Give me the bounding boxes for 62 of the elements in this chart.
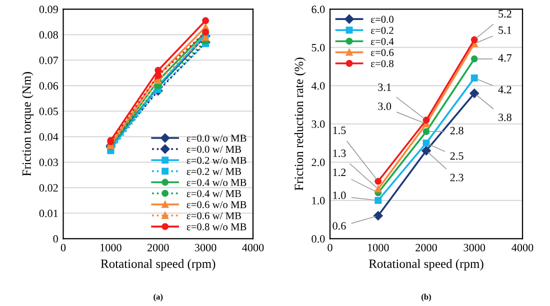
legend-label: ε=0.2 xyxy=(371,26,394,34)
y-tick-label: 4.0 xyxy=(311,82,325,90)
y-axis-title: Friction reduction rate (%) xyxy=(294,58,306,190)
legend-label: ε=0.4 xyxy=(371,38,394,46)
y-axis-title: Friction torque (Nm) xyxy=(22,72,34,176)
x-tick-label: 4000 xyxy=(512,244,534,252)
x-tick-label: 0 xyxy=(328,244,332,252)
data-label: 1.3 xyxy=(333,150,346,158)
legend-label: ε=0.8 xyxy=(371,60,394,68)
text: (b) xyxy=(422,294,431,302)
legend-label: ε=0.6 xyxy=(371,49,394,56)
x-tick-label: 2000 xyxy=(416,244,437,252)
data-label: 5.2 xyxy=(498,10,512,18)
x-tick-label: 1000 xyxy=(368,244,389,252)
data-label: 2.8 xyxy=(450,126,464,134)
legend-label: ε=0.0 w/ MB xyxy=(186,146,242,153)
legend-label: ε=0.0 w/o MB xyxy=(186,134,246,142)
y-tick-label: 0.08 xyxy=(39,31,58,39)
y-tick-label: 0 xyxy=(53,235,58,243)
data-label: 3.8 xyxy=(498,114,512,122)
legend-label: ε=0.2 w/ MB xyxy=(186,168,242,175)
data-label: 3.1 xyxy=(378,83,391,91)
y-tick-label: 0.01 xyxy=(39,210,58,218)
x-axis-title: Rotational speed (rpm) xyxy=(100,259,216,271)
y-tick-label: 0.07 xyxy=(39,56,58,64)
x-tick-label: 3000 xyxy=(194,244,216,252)
x-tick-label: 1000 xyxy=(100,244,122,252)
data-label: 1.5 xyxy=(333,126,346,134)
data-label: 4.7 xyxy=(498,54,512,62)
y-tick-label: 3.0 xyxy=(312,120,325,128)
y-tick-label: 0.09 xyxy=(39,6,58,14)
data-label: 3.0 xyxy=(378,102,392,110)
y-tick-label: 0.0 xyxy=(312,235,325,243)
legend-label: ε=0.6 w/ MB xyxy=(186,212,242,220)
x-axis-title: Rotational speed (rpm) xyxy=(368,259,484,271)
y-tick-label: 0.02 xyxy=(39,184,58,192)
legend-label: ε=0.4 w/ MB xyxy=(186,190,242,198)
legend-label: ε=0.6 w/o MB xyxy=(186,201,246,208)
y-tick-label: 5.0 xyxy=(312,44,325,52)
text: (a) xyxy=(154,294,163,302)
legend-label: ε=0.0 xyxy=(371,16,394,23)
data-label: 2.3 xyxy=(450,174,464,182)
data-label: 1.2 xyxy=(333,168,346,176)
y-tick-label: 0.03 xyxy=(39,158,58,166)
y-tick-label: 1.0 xyxy=(312,196,325,204)
data-label: 5.1 xyxy=(498,26,512,34)
data-label: 2.5 xyxy=(450,152,464,160)
x-tick-label: 2000 xyxy=(148,244,169,252)
x-tick-label: 0 xyxy=(60,244,66,252)
y-tick-label: 0.04 xyxy=(39,133,58,141)
y-tick-label: 0.06 xyxy=(39,82,58,90)
x-tick-label: 4000 xyxy=(242,244,264,252)
y-tick-label: 6.0 xyxy=(312,6,325,14)
legend-label: ε=0.2 w/o MB xyxy=(186,156,246,164)
data-label: 1.0 xyxy=(333,192,346,200)
x-tick-label: 3000 xyxy=(464,244,486,252)
y-tick-label: 0.05 xyxy=(39,108,58,116)
y-tick-label: 2.0 xyxy=(312,158,325,166)
data-label: 4.2 xyxy=(498,86,512,94)
legend-label: ε=0.4 w/o MB xyxy=(186,178,246,186)
data-label: 0.6 xyxy=(332,222,346,230)
legend-label: ε=0.8 w/o MB xyxy=(186,223,246,230)
